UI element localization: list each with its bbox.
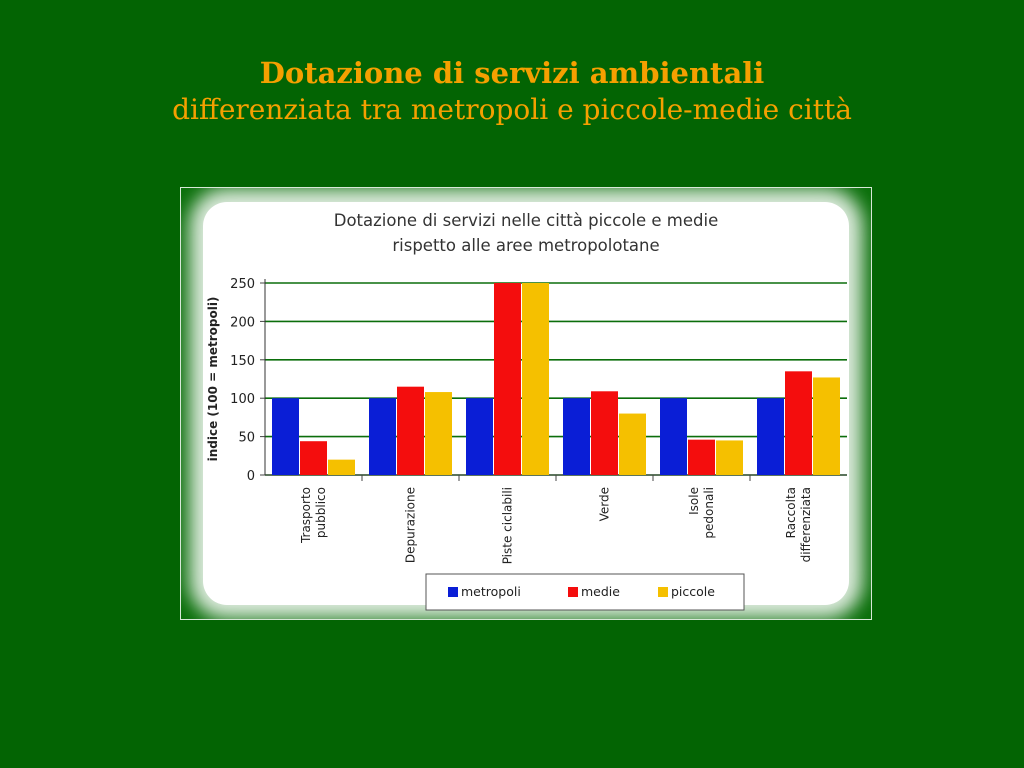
legend-label-metropoli: metropoli: [461, 584, 521, 599]
slide-title: Dotazione di servizi ambientali differen…: [0, 56, 1024, 126]
y-tick-label: 100: [230, 392, 255, 407]
bar-piccole: [522, 283, 549, 475]
bar-medie: [300, 441, 327, 475]
legend-swatch-metropoli: [448, 587, 458, 597]
chart-frame: Dotazione di servizi nelle città piccole…: [180, 187, 872, 620]
bar-metropoli: [563, 398, 590, 475]
y-tick-label: 0: [247, 469, 255, 484]
bar-metropoli: [660, 398, 687, 475]
bar-chart: Dotazione di servizi nelle città piccole…: [206, 211, 847, 611]
bar-piccole: [425, 392, 452, 475]
legend-swatch-piccole: [658, 587, 668, 597]
bar-piccole: [328, 459, 355, 475]
legend-label-piccole: piccole: [671, 584, 715, 599]
bar-metropoli: [757, 398, 784, 475]
chart-title-line: rispetto alle aree metropolotane: [392, 236, 659, 255]
y-tick-label: 200: [230, 315, 255, 330]
bar-medie: [494, 283, 521, 475]
x-tick-label: pubblico: [314, 487, 328, 538]
x-tick-label: Verde: [598, 487, 612, 521]
bar-piccole: [619, 413, 646, 475]
bar-medie: [688, 439, 715, 475]
legend-box: [425, 573, 745, 611]
bar-medie: [785, 371, 812, 475]
slide-title-main: Dotazione di servizi ambientali: [259, 56, 765, 90]
x-tick-label: Raccolta: [784, 487, 798, 538]
bar-medie: [591, 391, 618, 475]
bar-piccole: [716, 440, 743, 475]
y-tick-label: 250: [230, 277, 255, 292]
bar-metropoli: [466, 398, 493, 475]
bar-piccole: [813, 377, 840, 475]
x-tick-label: Depurazione: [404, 487, 418, 563]
plot-area: [265, 283, 847, 475]
y-tick-label: 150: [230, 354, 255, 369]
x-tick-label: Piste ciclabili: [501, 487, 515, 564]
x-tick-label: differenziata: [799, 487, 813, 562]
y-tick-label: 50: [238, 431, 255, 446]
legend-label-medie: medie: [581, 584, 620, 599]
x-tick-label: Isole: [687, 487, 701, 515]
y-axis-label: indice (100 = metropoli): [206, 297, 220, 462]
x-tick-label: pedonali: [702, 487, 716, 539]
x-tick-label: Trasporto: [299, 487, 313, 544]
bar-medie: [397, 386, 424, 475]
legend-swatch-medie: [568, 587, 578, 597]
bar-metropoli: [272, 398, 299, 475]
bar-metropoli: [369, 398, 396, 475]
chart-title-line: Dotazione di servizi nelle città piccole…: [334, 211, 718, 230]
slide-subtitle: differenziata tra metropoli e piccole-me…: [172, 92, 852, 126]
